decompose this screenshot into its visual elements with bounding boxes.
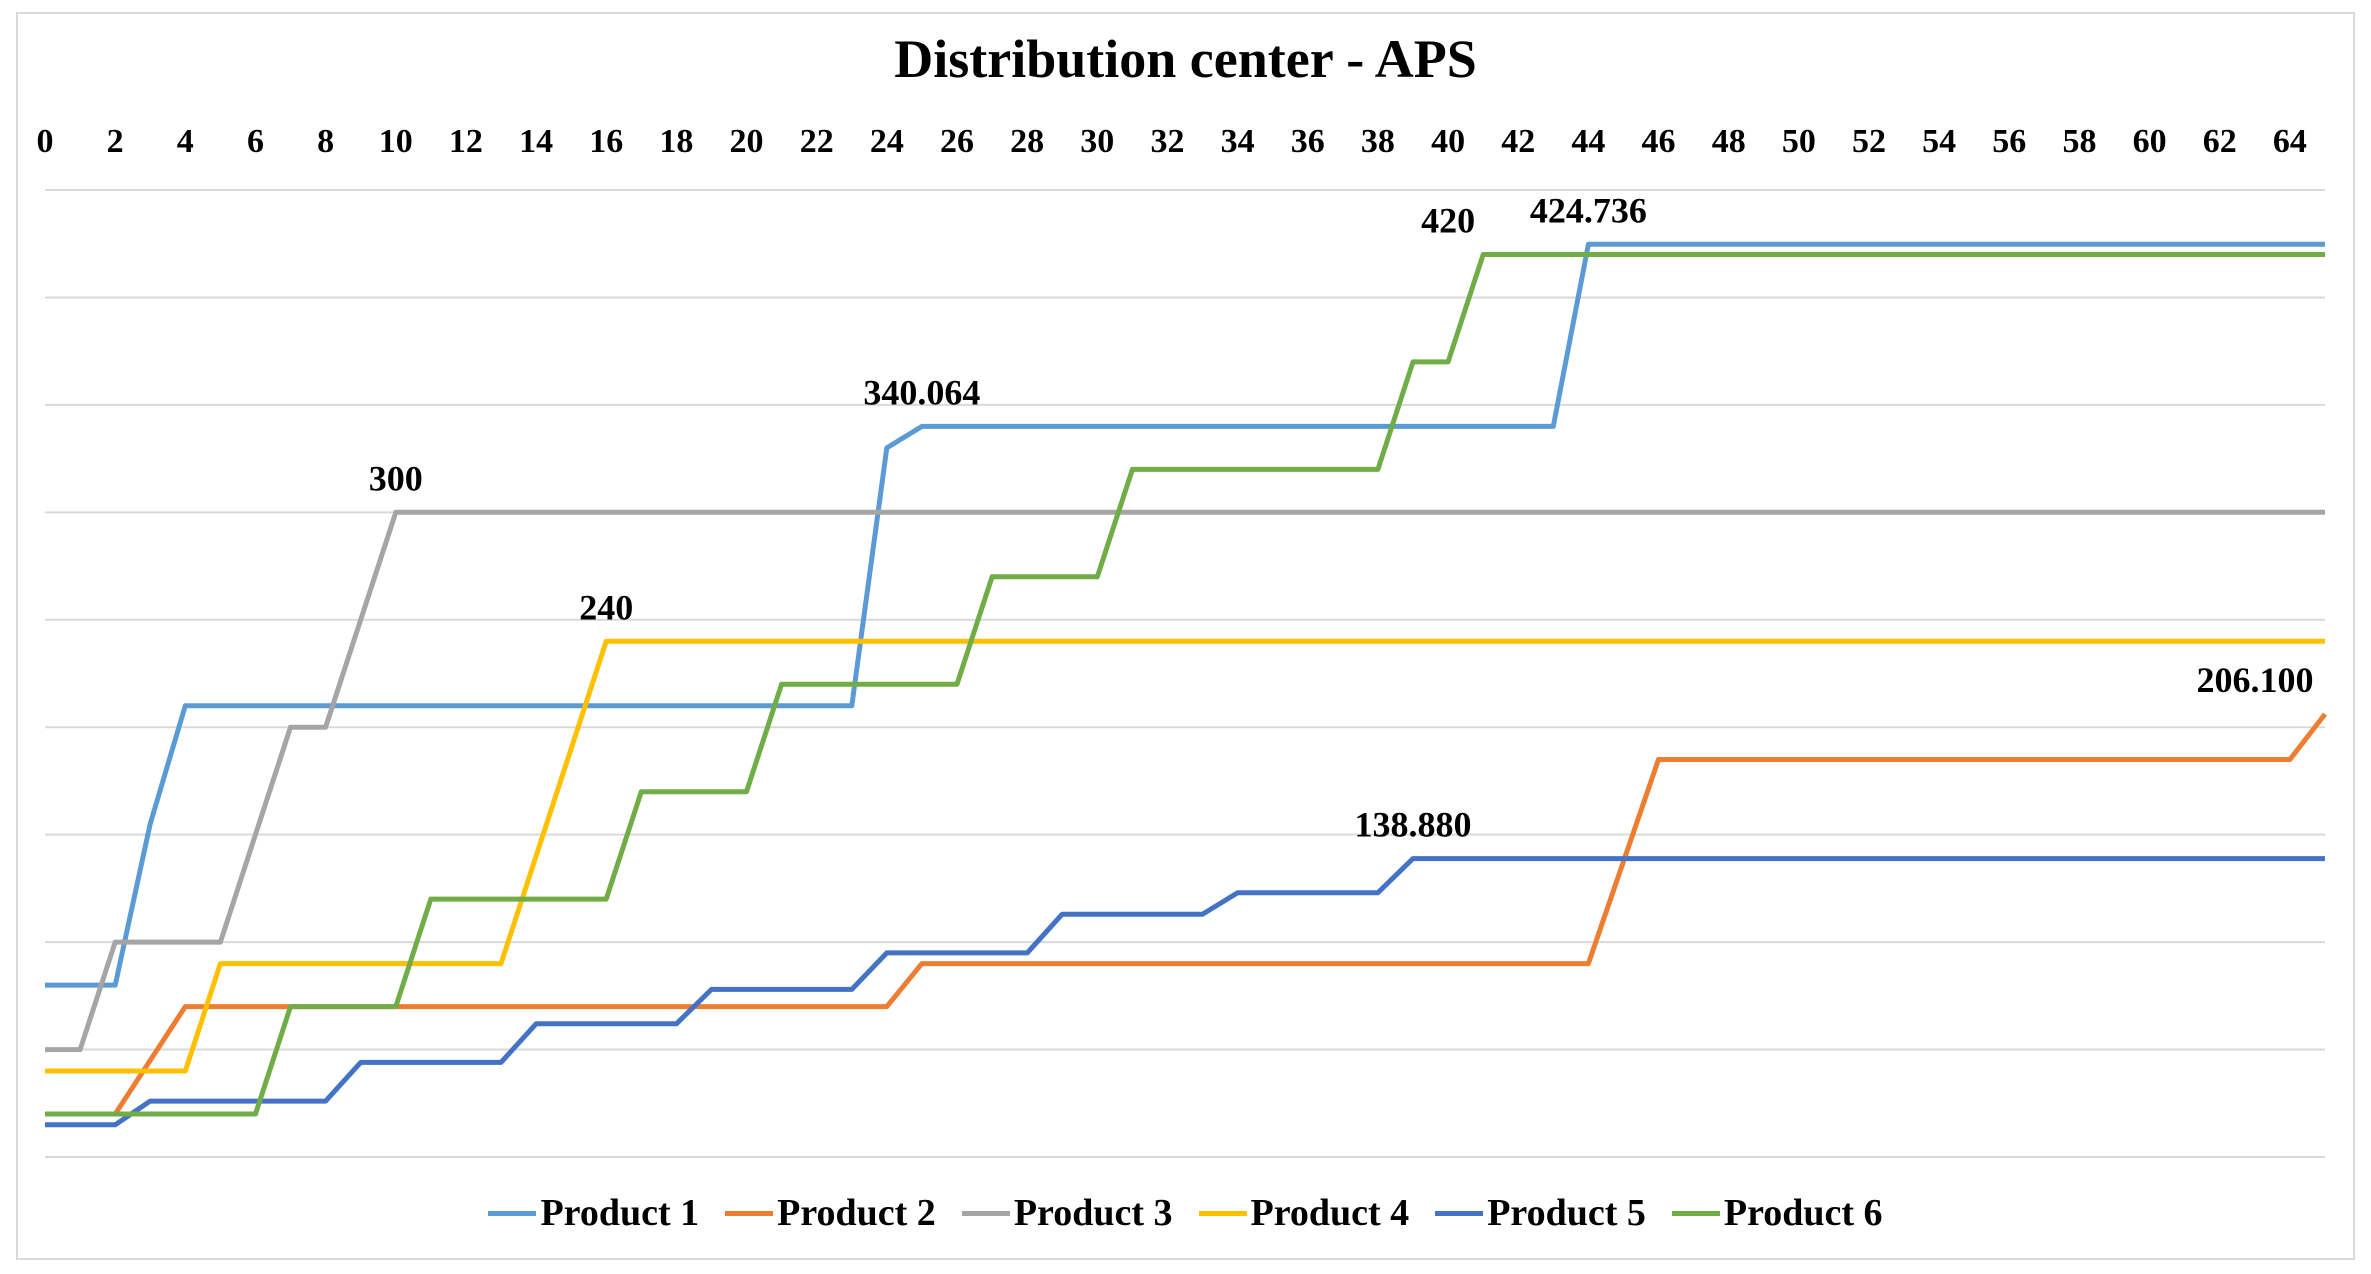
x-tick-label: 40	[1431, 123, 1465, 160]
x-tick-label: 60	[2133, 123, 2167, 160]
chart-title: Distribution center - APS	[894, 29, 1477, 89]
legend-item: Product 3	[961, 1191, 1173, 1235]
series-line-product-6	[45, 252, 2325, 1117]
x-tick-label: 46	[1642, 123, 1676, 160]
data-label: 240	[579, 587, 633, 627]
series-line-product-2	[45, 712, 2327, 1117]
x-tick-label: 30	[1080, 123, 1114, 160]
x-tick-label: 18	[659, 123, 693, 160]
legend-swatch	[725, 1210, 774, 1216]
x-tick-label: 54	[1922, 123, 1956, 160]
x-tick-label: 6	[247, 123, 264, 160]
legend-item: Product 2	[725, 1191, 936, 1235]
series-line-product-5	[45, 856, 2325, 1128]
x-tick-label: 12	[449, 123, 483, 160]
legend-swatch	[1671, 1210, 1720, 1216]
series-line-product-3	[45, 509, 2325, 1053]
legend-label: Product 4	[1250, 1192, 1410, 1234]
x-tick-label: 38	[1361, 123, 1395, 160]
x-tick-label: 44	[1571, 123, 1605, 160]
x-tick-label: 62	[2203, 123, 2237, 160]
x-tick-label: 24	[870, 123, 904, 160]
x-tick-label: 10	[379, 123, 413, 160]
x-tick-label: 4	[177, 123, 194, 160]
legend-item: Product 4	[1198, 1191, 1410, 1235]
x-tick-label: 26	[940, 123, 974, 160]
data-label: 138.880	[1355, 805, 1472, 845]
x-tick-label: 22	[800, 123, 834, 160]
legend-swatch	[1198, 1210, 1247, 1216]
x-tick-label: 58	[2062, 123, 2096, 160]
x-tick-label: 0	[37, 123, 54, 160]
legend-label: Product 3	[1013, 1192, 1173, 1234]
data-label: 206.100	[2197, 660, 2314, 700]
x-tick-label: 56	[1992, 123, 2026, 160]
legend-item: Product 5	[1435, 1191, 1646, 1235]
x-tick-label: 36	[1291, 123, 1325, 160]
legend-swatch	[1435, 1210, 1484, 1216]
x-tick-label: 34	[1221, 123, 1255, 160]
legend-swatch	[961, 1210, 1010, 1216]
chart-legend: Product 1 Product 2 Product 3 Product 4 Prod…	[0, 1188, 2371, 1238]
legend-item: Product 6	[1671, 1191, 1883, 1235]
chart-frame	[16, 12, 2355, 1260]
x-tick-label: 20	[730, 123, 764, 160]
legend-swatch	[488, 1210, 537, 1216]
series-line-product-1	[45, 241, 2325, 988]
legend-item: Product 1	[488, 1191, 699, 1235]
x-tick-label: 8	[317, 123, 334, 160]
x-tick-label: 32	[1150, 123, 1184, 160]
legend-label: Product 2	[777, 1192, 936, 1234]
legend-label: Product 6	[1723, 1192, 1883, 1234]
x-tick-label: 52	[1852, 123, 1886, 160]
x-tick-label: 14	[519, 123, 553, 160]
x-tick-label: 42	[1501, 123, 1535, 160]
series-line-product-4	[45, 638, 2325, 1074]
x-tick-label: 48	[1712, 123, 1746, 160]
legend-label: Product 1	[540, 1192, 700, 1234]
data-label: 424.736	[1530, 190, 1647, 230]
x-tick-label: 16	[589, 123, 623, 160]
x-tick-label: 50	[1782, 123, 1816, 160]
data-label: 420	[1421, 200, 1475, 240]
legend-label: Product 5	[1487, 1192, 1646, 1234]
data-label: 300	[369, 458, 423, 498]
x-tick-label: 64	[2273, 123, 2307, 160]
data-label: 340.064	[863, 372, 980, 412]
x-tick-label: 28	[1010, 123, 1044, 160]
x-tick-label: 2	[107, 123, 124, 160]
